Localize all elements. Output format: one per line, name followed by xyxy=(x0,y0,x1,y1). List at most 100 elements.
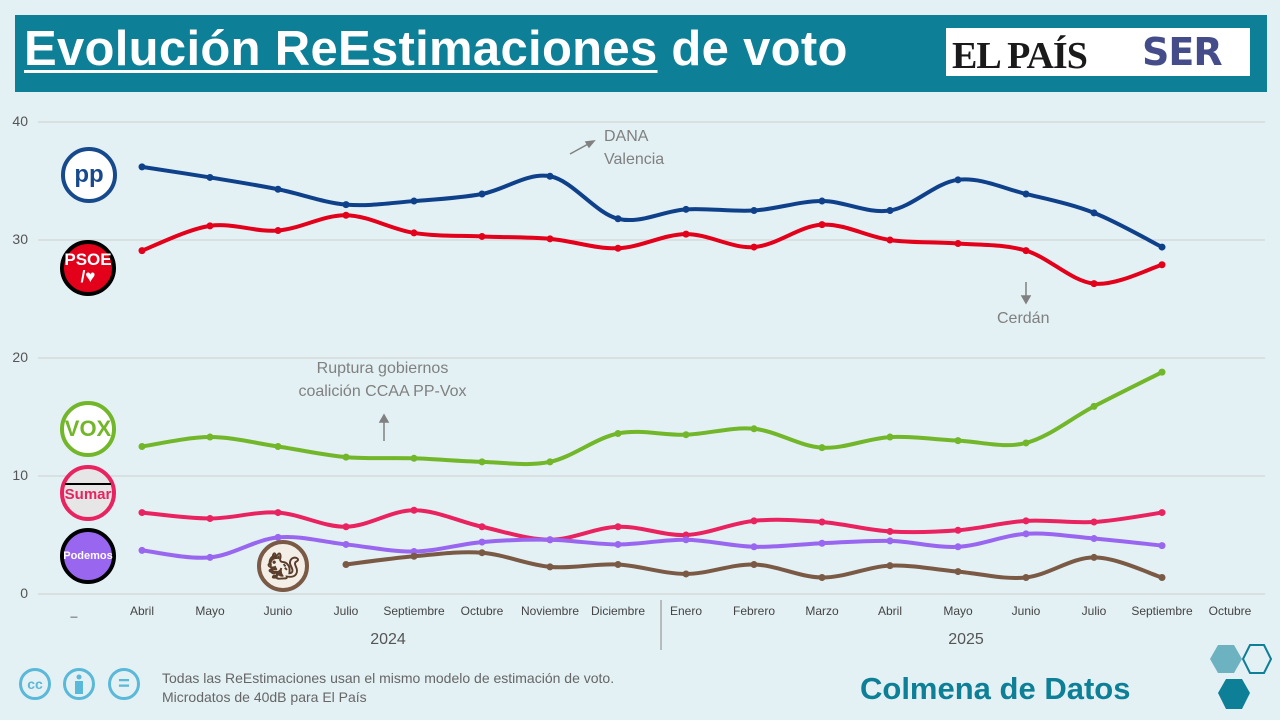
data-point-sumar xyxy=(206,514,214,522)
x-tick-label: Abril xyxy=(129,604,155,618)
cc-icon: cc xyxy=(19,668,51,700)
data-point-podemos xyxy=(750,543,758,551)
year-label-2025: 2025 xyxy=(948,631,984,648)
psoe-logo-text: PSOE xyxy=(64,250,112,269)
dana-arrow xyxy=(569,142,591,155)
data-point-salf xyxy=(546,563,554,571)
data-point-sumar xyxy=(614,523,622,531)
data-point-psoe xyxy=(1158,261,1166,269)
data-point-pp xyxy=(478,190,486,198)
data-point-sumar xyxy=(1090,518,1098,526)
data-point-pp xyxy=(206,173,214,181)
year-label-2024: 2024 xyxy=(370,631,406,648)
data-point-sumar xyxy=(1022,517,1030,525)
data-point-salf xyxy=(478,549,486,557)
series-line-vox xyxy=(140,370,1164,467)
data-point-pp xyxy=(1158,243,1166,251)
data-point-psoe xyxy=(342,211,350,219)
data-point-pp xyxy=(818,197,826,205)
data-point-pp xyxy=(750,207,758,214)
x-tick-label: Septiembre xyxy=(383,604,445,618)
data-point-pp xyxy=(1090,209,1098,217)
data-point-pp xyxy=(1022,190,1030,198)
x-tick-label: Julio xyxy=(1081,604,1107,618)
annotation-ruptura: Ruptura gobiernos coalición CCAA PP-Vox xyxy=(290,357,475,403)
annotation-cerdan: Cerdán xyxy=(997,310,1050,327)
data-point-podemos xyxy=(478,538,486,546)
data-point-salf xyxy=(614,561,622,568)
y-tick-label: 20 xyxy=(12,349,28,365)
cerdan-arrowhead xyxy=(1020,295,1032,305)
pp-logo-text: pp xyxy=(74,161,104,188)
series-line-psoe xyxy=(140,213,1164,286)
nd-icon-label: = xyxy=(118,672,130,695)
data-point-podemos xyxy=(1090,535,1098,543)
data-point-psoe xyxy=(206,222,214,230)
x-tick-label: Febrero xyxy=(732,604,776,618)
person-icon xyxy=(75,674,83,694)
data-point-podemos xyxy=(886,537,894,545)
data-point-podemos xyxy=(818,539,826,547)
nd-icon: = xyxy=(108,668,140,700)
data-point-vox xyxy=(274,443,282,450)
data-point-pp xyxy=(274,185,282,193)
data-point-psoe xyxy=(750,243,758,251)
data-point-vox xyxy=(682,431,690,439)
data-point-vox xyxy=(478,458,486,466)
media-logos: EL PAÍS SER xyxy=(946,28,1250,77)
y-tick-label: 30 xyxy=(12,231,28,247)
ruptura-arrowhead xyxy=(378,413,390,423)
brand-name: Colmena de Datos xyxy=(860,671,1131,706)
data-point-psoe xyxy=(1022,247,1030,255)
data-point-vox xyxy=(1022,439,1030,447)
data-point-salf xyxy=(750,561,758,568)
by-icon xyxy=(63,668,95,700)
hexagon-logo-icon xyxy=(1210,644,1272,709)
title-bar: Evolución ReEstimaciones de voto EL PAÍS… xyxy=(15,15,1267,92)
sumar-logo: Sumar xyxy=(60,465,116,521)
data-point-vox xyxy=(138,443,146,450)
data-point-pp xyxy=(954,176,962,184)
psoe-logo: PSOE/♥ xyxy=(60,240,116,296)
data-point-sumar xyxy=(1158,509,1166,517)
data-point-pp xyxy=(886,207,894,214)
data-point-sumar xyxy=(478,523,486,531)
data-point-sumar xyxy=(410,506,418,514)
x-tick-label: Julio xyxy=(333,604,359,618)
x-tick-label: Septiembre xyxy=(1131,604,1193,618)
data-point-podemos xyxy=(954,543,962,551)
data-point-podemos xyxy=(138,546,146,554)
ser-logo: SER xyxy=(1142,30,1223,74)
cc-icon-label: cc xyxy=(27,676,43,692)
x-tick-label: Abril xyxy=(877,604,903,618)
series-line-pp xyxy=(140,164,1164,250)
data-point-podemos xyxy=(614,540,622,548)
data-point-vox xyxy=(886,433,894,441)
data-point-vox xyxy=(410,454,418,462)
podemos-logo-text: Podemos xyxy=(63,550,113,562)
x-tick-label: Octubre xyxy=(1208,604,1252,618)
data-point-podemos xyxy=(342,540,350,548)
data-point-sumar xyxy=(138,509,146,517)
page-title: Evolución ReEstimaciones de voto xyxy=(24,21,848,77)
footer-note: Todas las ReEstimaciones usan el mismo m… xyxy=(162,669,614,707)
data-point-psoe xyxy=(546,235,554,243)
dana-arrowhead xyxy=(584,140,596,149)
x-tick-label: _ xyxy=(70,604,78,618)
data-point-podemos xyxy=(274,533,282,541)
data-point-sumar xyxy=(818,518,826,526)
data-point-psoe xyxy=(818,221,826,229)
data-point-salf xyxy=(410,552,418,560)
x-tick-label: Diciembre xyxy=(590,604,646,618)
data-point-psoe xyxy=(886,236,894,244)
pp-logo: pp xyxy=(61,147,117,203)
data-point-vox xyxy=(750,425,758,433)
data-point-psoe xyxy=(614,244,622,252)
data-point-sumar xyxy=(954,526,962,534)
data-point-sumar xyxy=(886,527,894,535)
data-point-pp xyxy=(410,197,418,205)
x-tick-label: Mayo xyxy=(943,604,973,618)
data-point-salf xyxy=(1158,573,1166,581)
data-point-podemos xyxy=(682,536,690,544)
